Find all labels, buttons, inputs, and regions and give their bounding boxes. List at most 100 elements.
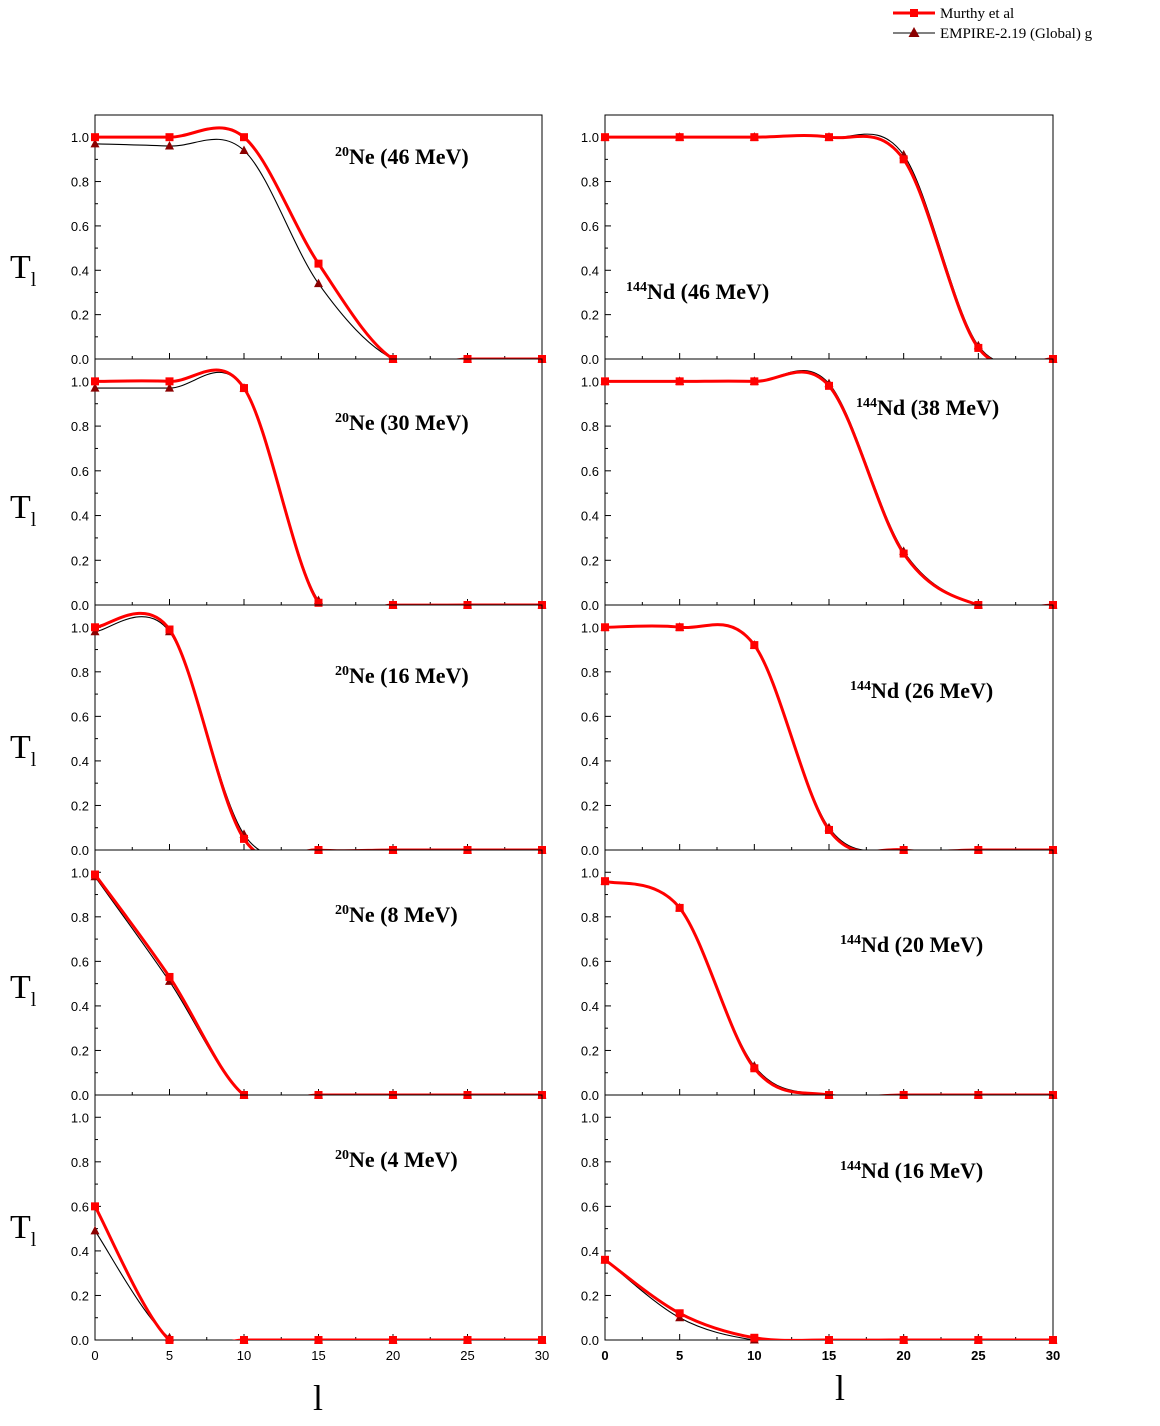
data-point-murthy [240, 384, 248, 393]
data-point-murthy [165, 972, 174, 981]
y-tick-label: 0.2 [71, 308, 89, 323]
series-line-murthy [605, 134, 1053, 359]
data-point-murthy [899, 1336, 908, 1344]
series-line-murthy [95, 1205, 542, 1340]
y-tick-label: 0.2 [581, 553, 599, 568]
series-line-empire [605, 1259, 1053, 1340]
series-line-murthy [605, 879, 1053, 1095]
y-tick-label: 0.0 [581, 1333, 599, 1348]
plot-frame [604, 1094, 1054, 1341]
plot-frame [94, 1094, 543, 1341]
y-tick-label: 0.4 [581, 754, 599, 769]
y-axis-label: Tl [10, 729, 37, 771]
y-tick-label: 1.0 [581, 374, 599, 389]
plot-frame [604, 114, 1054, 360]
panel-label: 144Nd (16 MeV) [840, 1158, 983, 1183]
y-tick-label: 0.6 [581, 464, 599, 479]
data-point-murthy [389, 1336, 397, 1344]
y-tick-label: 0.4 [581, 1244, 599, 1259]
data-point-murthy [240, 133, 248, 142]
y-tick-label: 0.4 [71, 754, 89, 769]
y-axis-label: Tl [10, 249, 37, 291]
y-tick-label: 0.4 [581, 509, 599, 524]
x-tick-label: 25 [460, 1348, 474, 1363]
series-line-empire [605, 133, 1053, 359]
y-tick-label: 0.2 [71, 1043, 89, 1058]
series-line-empire [605, 624, 1053, 850]
series-line-murthy [605, 623, 1053, 850]
panel-label: 20Ne (8 MeV) [335, 902, 458, 927]
y-tick-label: 0.2 [71, 553, 89, 568]
data-point-murthy [825, 133, 833, 142]
plot-frame [94, 604, 543, 851]
panel-7: 0.0 0.2 0.4 0.6 0.8 1.0 20Ne (8 MeV) [71, 849, 547, 1103]
x-tick-label: 20 [896, 1348, 910, 1363]
panel-label: 20Ne (16 MeV) [335, 663, 469, 688]
x-tick-label: 10 [237, 1348, 251, 1363]
x-tick-label: 5 [166, 1348, 173, 1363]
y-tick-label: 0.8 [581, 910, 599, 925]
panel-label: 20Ne (30 MeV) [335, 410, 469, 435]
y-tick-label: 1.0 [71, 130, 89, 145]
plot-frame [604, 849, 1054, 1096]
x-tick-label: 20 [386, 1348, 400, 1363]
x-tick-label: 0 [601, 1348, 608, 1363]
series-line-murthy [95, 126, 542, 359]
y-tick-label: 0.8 [71, 910, 89, 925]
data-point-empire [239, 145, 249, 154]
y-tick-label: 0.2 [581, 1043, 599, 1058]
panel-label: 144Nd (38 MeV) [856, 395, 999, 420]
y-tick-label: 0.2 [71, 1288, 89, 1303]
y-tick-label: 0.2 [71, 798, 89, 813]
y-tick-label: 1.0 [71, 620, 89, 635]
data-point-murthy [463, 1336, 472, 1344]
y-tick-label: 0.0 [71, 598, 89, 613]
series-line-murthy [95, 368, 542, 605]
y-tick-label: 0.8 [581, 419, 599, 434]
y-tick-label: 0.6 [71, 709, 89, 724]
panels: 0.0 0.2 0.4 0.6 0.8 1.0 20Ne (46 MeV) 0.0 0.2 0.4… [71, 114, 1060, 1363]
series-line-empire [95, 1230, 542, 1340]
series-line-empire [95, 371, 542, 605]
y-tick-label: 0.8 [581, 1155, 599, 1170]
y-tick-label: 0.4 [71, 263, 89, 278]
panel-10: 0.0 0.2 0.4 0.6 0.8 1.0 0 5 10 15 20 25 30 144Nd (16 … [581, 1094, 1060, 1363]
panel-2: 0.0 0.2 0.4 0.6 0.8 1.0 144Nd (46 MeV) [581, 114, 1058, 367]
y-tick-label: 1.0 [581, 130, 599, 145]
data-point-murthy [825, 381, 833, 390]
x-tick-label: 10 [747, 1348, 761, 1363]
series-line-empire [95, 616, 542, 850]
data-point-murthy [314, 259, 323, 268]
y-axis-label: Tl [10, 1209, 37, 1251]
plot-frame [94, 114, 543, 360]
data-point-empire [90, 138, 100, 148]
data-point-murthy [601, 1255, 609, 1264]
y-tick-label: 0.6 [581, 1199, 599, 1214]
data-point-murthy [675, 377, 684, 386]
data-point-murthy [91, 870, 99, 879]
y-tick-label: 0.6 [71, 219, 89, 234]
data-point-murthy [825, 1336, 833, 1344]
data-point-murthy [240, 1336, 248, 1344]
series-line-murthy [605, 1258, 1053, 1340]
y-tick-label: 0.2 [581, 798, 599, 813]
panel-5: 0.0 0.2 0.4 0.6 0.8 1.0 20Ne (16 MeV) [71, 604, 547, 858]
y-tick-label: 1.0 [71, 1110, 89, 1125]
panel-1: 0.0 0.2 0.4 0.6 0.8 1.0 20Ne (46 MeV) [71, 114, 547, 367]
series-line-empire [95, 138, 542, 359]
data-point-murthy [165, 625, 174, 634]
data-point-murthy [675, 133, 684, 142]
data-point-murthy [91, 377, 99, 386]
y-tick-label: 0.6 [581, 219, 599, 234]
data-point-murthy [750, 377, 759, 386]
y-axis-label: Tl [10, 969, 37, 1011]
plot-frame [94, 849, 543, 1096]
y-tick-label: 0.0 [71, 1088, 89, 1103]
data-point-murthy [601, 133, 609, 142]
data-point-empire [90, 383, 100, 392]
data-point-murthy [750, 641, 759, 650]
x-tick-label: 0 [91, 1348, 98, 1363]
data-point-murthy [538, 1336, 546, 1344]
legend-marker-triangle [908, 27, 920, 37]
